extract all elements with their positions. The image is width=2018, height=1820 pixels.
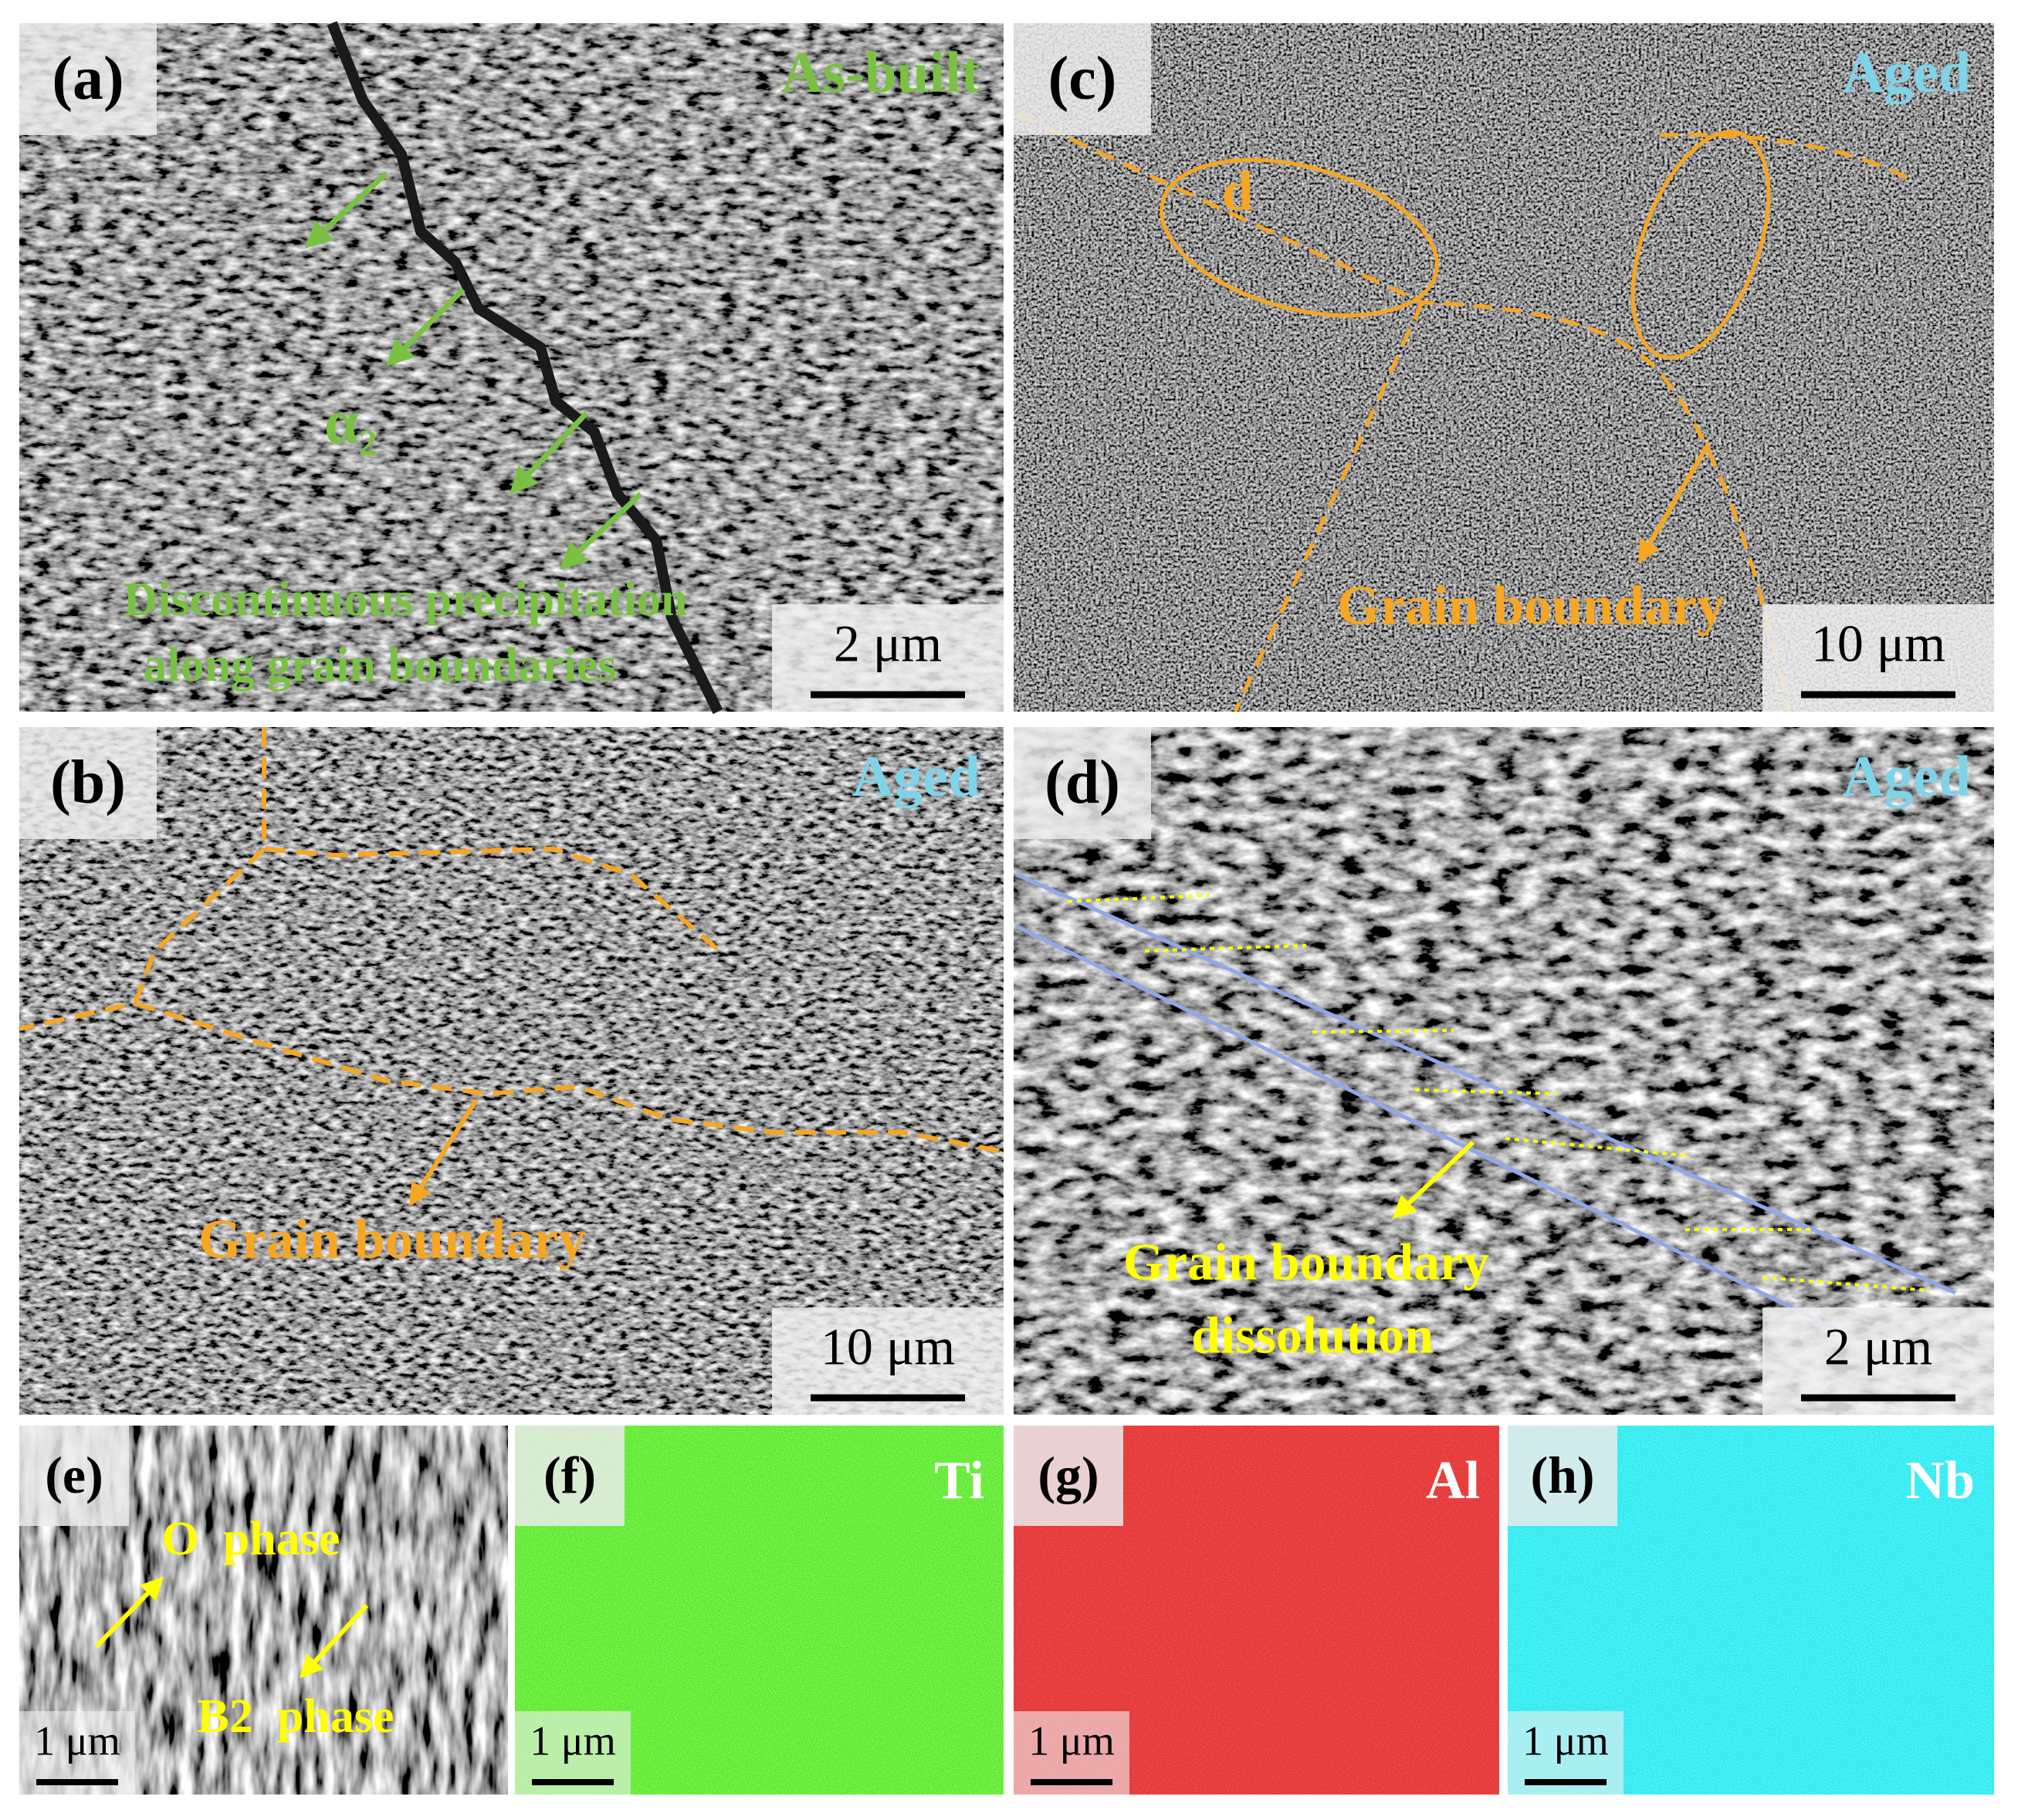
arrow [510, 411, 589, 495]
boundary [262, 727, 722, 954]
panel-tag: Aged [1842, 41, 1971, 105]
boundary [1233, 301, 1424, 713]
lamella [1762, 1276, 1931, 1292]
panel-label: (d) [1045, 749, 1120, 817]
panel-label: (f) [543, 1446, 596, 1504]
panel-label: (b) [50, 749, 126, 817]
annotation: α₂ [324, 388, 378, 456]
panel-label: (e) [45, 1446, 103, 1504]
micrograph [19, 23, 1004, 712]
grain-boundaries [1015, 112, 1908, 713]
scale-bar-label: 10 μm [1811, 614, 1945, 673]
annotation: dissolution [1191, 1306, 1434, 1365]
arrow [299, 1603, 369, 1679]
arrows [304, 171, 643, 570]
panel-tag: As-built [781, 41, 980, 105]
panel-tag: Aged [1842, 745, 1971, 809]
annotation: Discontinuous precipitation [124, 573, 688, 626]
micrograph [1014, 727, 1994, 1415]
panel-labels: (a) As-built 2 μm (b) Aged 10 μm (c) Aged 10 μm (… [19, 23, 1994, 1795]
boundary [134, 1001, 1004, 1154]
crack [327, 21, 723, 715]
annotation: Grain boundary [1337, 575, 1725, 637]
arrow [408, 1098, 479, 1207]
label-box [19, 23, 157, 135]
scale-bar-label: 1 μm [1028, 1717, 1114, 1764]
scale-bar-label: 1 μm [1522, 1717, 1608, 1764]
panel-label: (g) [1038, 1446, 1099, 1504]
arrow [1392, 1140, 1475, 1220]
scale-bar-label: 2 μm [834, 614, 942, 673]
annotation: B2 phase [198, 1690, 394, 1743]
ellipse [1630, 130, 1771, 360]
panel-tag: Al [1426, 1451, 1480, 1510]
boundary [1015, 112, 1791, 712]
boundary-line [1015, 924, 1854, 1340]
lamella-lines [1067, 894, 1931, 1292]
scale-bar-label: 2 μm [1824, 1318, 1932, 1376]
annotation: d [1222, 161, 1253, 222]
panel-tag: Nb [1906, 1451, 1975, 1510]
boundary [1659, 133, 1908, 180]
label-box [1014, 1426, 1123, 1526]
label-box [19, 727, 157, 839]
micrograph [19, 727, 1004, 1415]
label-box [1508, 1426, 1617, 1526]
arrow [1637, 442, 1711, 564]
micrographs [19, 23, 1994, 1795]
boundary-lines [1015, 872, 1957, 1340]
annotation: O phase [162, 1513, 340, 1565]
label-box [1014, 23, 1151, 135]
annotation: along grain boundaries [143, 639, 616, 692]
arrow [94, 1576, 164, 1649]
ellipse [1160, 157, 1439, 318]
boundary [19, 847, 266, 1031]
overlays: α₂ Discontinuous precipitation along gra… [19, 21, 1957, 1743]
annotation: Grain boundary [1123, 1233, 1489, 1291]
label-box [1014, 727, 1151, 839]
panel-tag: Aged [852, 745, 980, 809]
panel-label: (c) [1048, 45, 1117, 113]
scale-bar-label: 10 μm [821, 1318, 955, 1376]
scale-bar-label: 1 μm [530, 1717, 615, 1764]
panel-label: (a) [52, 45, 124, 113]
boundary-line [1015, 872, 1957, 1295]
lamella [1505, 1137, 1686, 1157]
label-box [19, 1426, 129, 1526]
scale-bar-label: 1 μm [34, 1717, 120, 1764]
label-box [515, 1426, 625, 1526]
panel-label: (h) [1530, 1446, 1594, 1504]
arrow [386, 287, 466, 367]
grain-boundaries [19, 727, 1004, 1154]
highlight-ellipses [1160, 130, 1771, 360]
arrow [304, 171, 388, 249]
arrow [559, 492, 643, 570]
micrograph [1014, 23, 1994, 712]
panel-tag: Ti [934, 1451, 984, 1510]
annotation: Grain boundary [198, 1209, 586, 1270]
